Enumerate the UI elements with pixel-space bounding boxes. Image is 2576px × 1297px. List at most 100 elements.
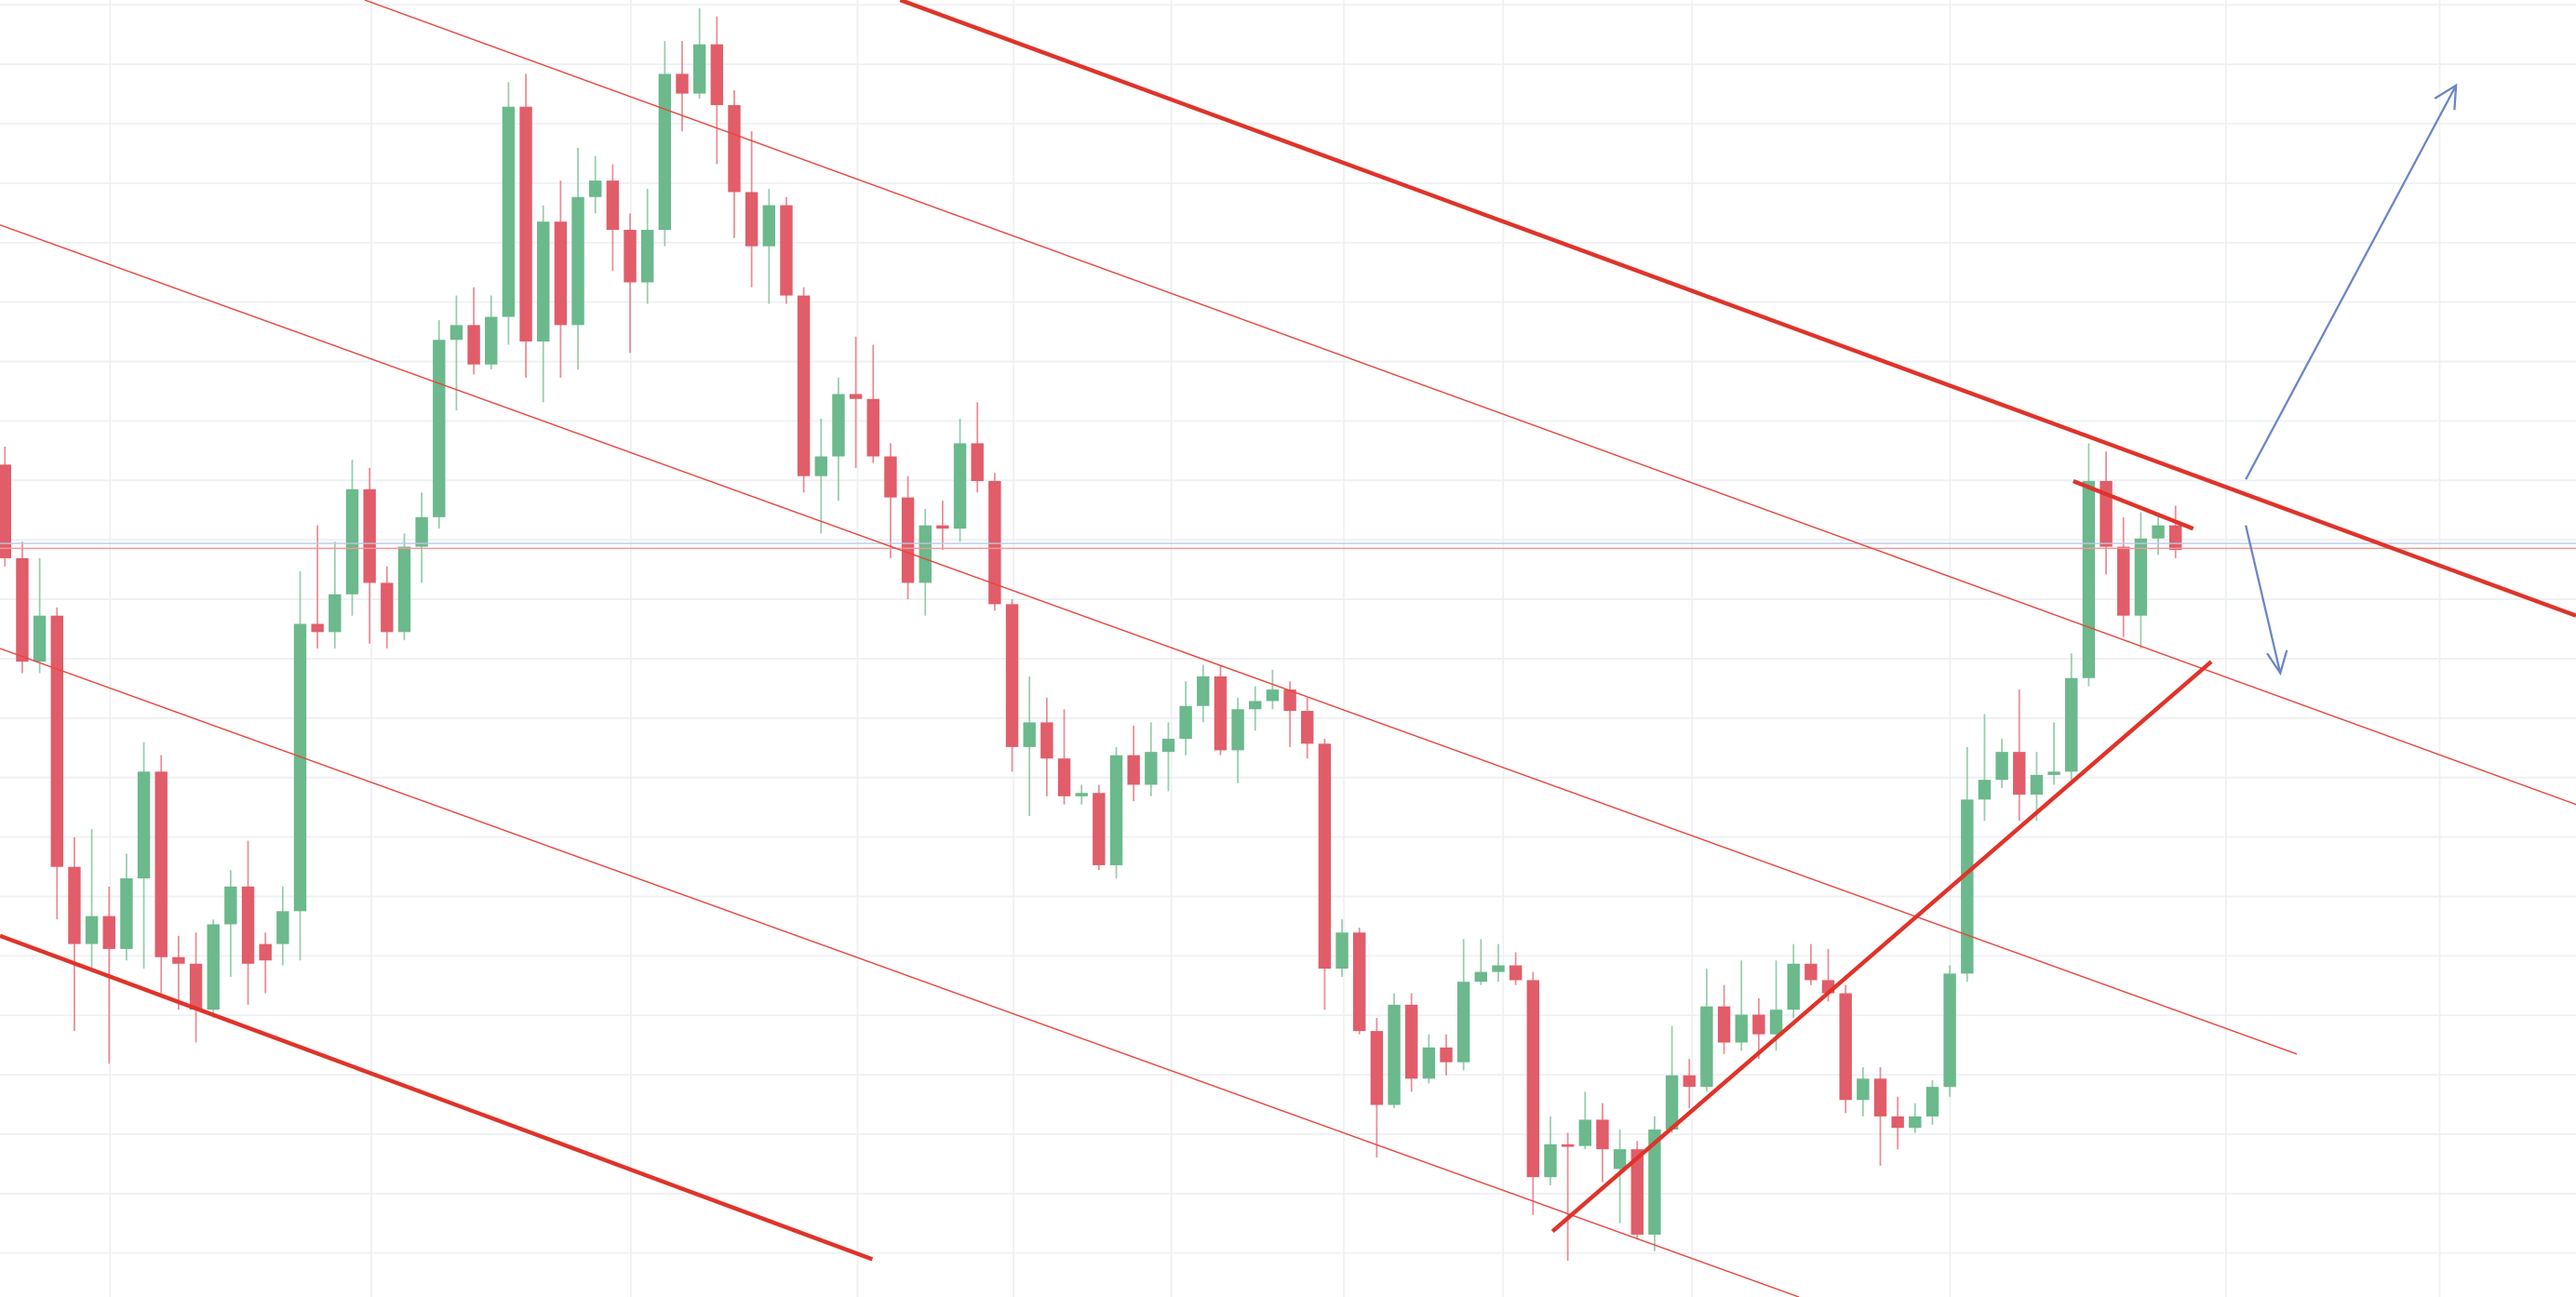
candle-body [692, 44, 706, 94]
candle-body [154, 771, 168, 957]
candle-body [329, 594, 342, 633]
candle-body [1266, 689, 1280, 702]
candle-body [276, 911, 289, 944]
candle-body [1318, 743, 1332, 969]
candle-body [971, 443, 984, 482]
candle-body [589, 181, 602, 197]
channel-line [364, 0, 2576, 806]
candle-body [797, 295, 811, 476]
candle-body [1839, 993, 1852, 1101]
candle-body [85, 916, 99, 944]
candle-body [919, 525, 932, 583]
candle-body [849, 394, 863, 399]
candle-body [1005, 604, 1019, 747]
candle-body [988, 481, 1001, 605]
candle-body [502, 106, 516, 317]
candle-body [1456, 982, 1470, 1063]
candle-body [1283, 689, 1296, 712]
candle-body [1388, 1004, 1401, 1105]
candle-body [433, 340, 446, 517]
candle-body [1179, 705, 1192, 740]
candle-body [207, 924, 220, 1010]
candle-body [1561, 1143, 1575, 1147]
flag-line [2073, 478, 2194, 531]
candle-body [1093, 793, 1106, 865]
candle-body [2117, 546, 2130, 616]
candle-body [0, 464, 12, 558]
candle-body [554, 221, 568, 326]
candle-body [2030, 774, 2044, 796]
candle-body [658, 74, 672, 231]
candle-body [640, 230, 654, 283]
trend-line [899, 0, 2576, 618]
candle-body [624, 230, 637, 283]
candle-body [2168, 525, 2182, 551]
candle-body [2065, 677, 2078, 772]
candle-body [137, 771, 151, 879]
candle-body [1769, 1010, 1783, 1035]
candle-body [953, 443, 967, 529]
channel-line [0, 224, 2298, 1055]
candle-body [2013, 752, 2026, 796]
candle-body [1961, 799, 1974, 974]
candle-body [1422, 1047, 1436, 1079]
candle-body [1492, 965, 1505, 972]
candle-body [1978, 780, 1992, 800]
candle-body [884, 456, 897, 498]
candle-body [120, 878, 133, 949]
candle-body [1683, 1075, 1696, 1088]
candle-body [1717, 1006, 1731, 1043]
trend-line [0, 933, 874, 1262]
candles [0, 7, 2182, 1262]
candle-body [2082, 481, 2096, 678]
candle-body [571, 196, 584, 326]
candle-body [1161, 739, 1175, 753]
candle-body [1648, 1130, 1661, 1235]
candle-body [1787, 963, 1800, 1010]
candle-body [1891, 1116, 1904, 1129]
candle-body [1127, 755, 1140, 785]
candle-body [2134, 538, 2148, 616]
candle-body [519, 106, 532, 342]
candle-body [606, 181, 620, 231]
candle-body [2047, 771, 2060, 775]
candle-body [189, 963, 203, 1010]
candle-body [345, 488, 359, 595]
candle-body [1335, 932, 1348, 969]
candle-body [172, 956, 185, 964]
candle-body [485, 316, 498, 365]
candle-body [1857, 1078, 1870, 1101]
candle-body [1474, 971, 1488, 983]
candle-body [1596, 1119, 1609, 1150]
candle-body [1735, 1014, 1748, 1043]
candle-body [1197, 675, 1210, 706]
candle-body [293, 623, 307, 912]
candle-body [832, 394, 845, 457]
candle-body [449, 325, 463, 341]
candle-body [363, 488, 376, 583]
candle-body [415, 516, 428, 547]
candle-body [1370, 1031, 1384, 1105]
candle-body [1752, 1014, 1765, 1035]
candle-body [728, 104, 741, 193]
candle-body [1509, 965, 1523, 981]
candle-body [1057, 758, 1071, 796]
candle-body [1231, 709, 1244, 751]
arrow-up [2245, 83, 2458, 480]
candle-body [1613, 1149, 1627, 1170]
candle-body [1665, 1075, 1679, 1130]
candle-body [16, 557, 29, 662]
candle-body [762, 205, 776, 247]
candle-body [68, 866, 81, 944]
candle-body [1995, 752, 2008, 781]
candle-body [745, 192, 758, 247]
candle-body [1249, 701, 1262, 710]
candle-body [780, 205, 793, 296]
candle-body [381, 582, 394, 633]
candle-body [1023, 722, 1036, 747]
candle-body [537, 221, 550, 342]
candle-body [1578, 1119, 1591, 1146]
candle-body [1805, 963, 1818, 981]
candle-body [311, 623, 324, 633]
